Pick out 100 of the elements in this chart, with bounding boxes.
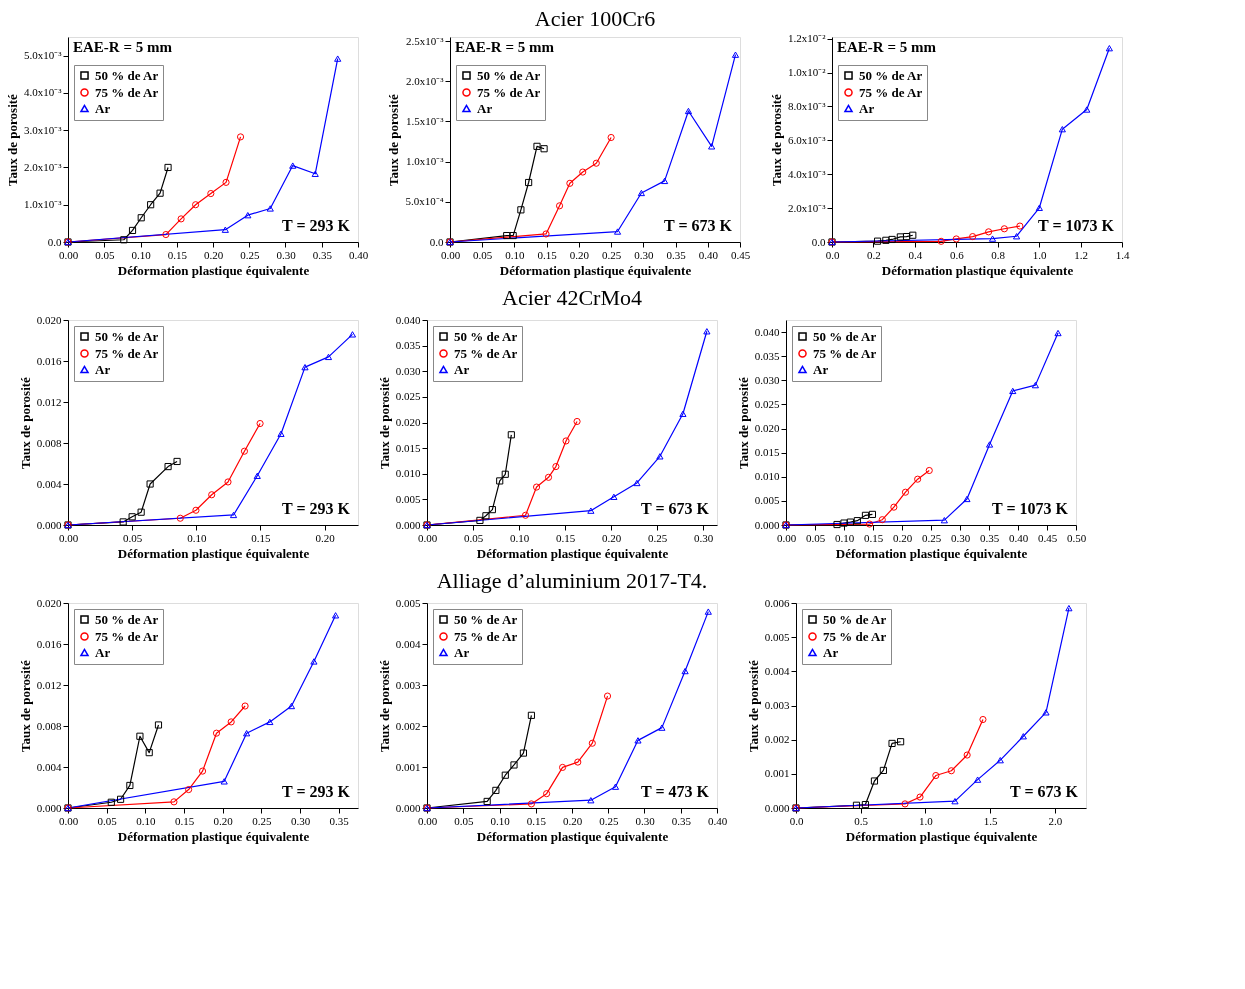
- annotation: T = 293 K: [282, 217, 351, 234]
- x-tick-label: 0.35: [979, 531, 1000, 544]
- x-tick-label: 0.35: [666, 248, 687, 261]
- point: [1000, 225, 1008, 233]
- point: [128, 513, 136, 521]
- point: [519, 749, 528, 757]
- legend-label: Ar: [859, 100, 875, 116]
- point: [611, 783, 620, 790]
- point: [527, 800, 535, 808]
- point: [901, 488, 910, 496]
- y-axis-title: Taux de porosité: [745, 659, 761, 752]
- y-tick-label: 5.0x10⁻⁴: [405, 195, 444, 208]
- point: [1035, 204, 1043, 211]
- point: [192, 201, 200, 209]
- point: [244, 211, 252, 219]
- y-tick-label: 0.002: [764, 733, 790, 746]
- y-tick-label: 0.012: [36, 395, 62, 408]
- point: [212, 729, 221, 737]
- y-tick-label: 2.0x10⁻³: [23, 160, 63, 173]
- y-tick-label: 1.0x10⁻²: [787, 66, 827, 79]
- y-axis-title: Taux de porosité: [376, 659, 392, 752]
- y-tick-label: 4.0x10⁻³: [23, 86, 63, 99]
- point: [1009, 387, 1017, 395]
- y-tick-label: 6.0x10⁻³: [787, 133, 827, 146]
- x-tick-label: 2.0: [1048, 814, 1063, 827]
- chart-title: Acier 100Cr6: [534, 6, 656, 32]
- y-tick-label: 0.010: [754, 470, 780, 483]
- x-tick-label: 0.00: [417, 814, 438, 827]
- point: [334, 55, 342, 62]
- y-tick-label: 0.020: [395, 416, 421, 428]
- point: [853, 517, 861, 525]
- x-tick-label: 0.2: [867, 248, 881, 261]
- y-tick-label: 0.040: [395, 313, 421, 326]
- y-tick-label: 1.0x10⁻³: [405, 155, 445, 168]
- x-tick-label: 0.45: [730, 248, 751, 261]
- legend-label: Ar: [454, 361, 470, 377]
- point: [128, 226, 137, 235]
- point: [136, 732, 144, 740]
- point: [126, 781, 134, 790]
- y-tick-label: 0.030: [395, 364, 421, 377]
- point: [256, 419, 264, 428]
- point: [147, 201, 155, 209]
- legend-label: 50 % de Ar: [95, 67, 159, 83]
- point: [963, 495, 971, 503]
- point: [164, 462, 172, 471]
- y-tick-label: 1.5x10⁻³: [405, 114, 445, 127]
- point: [708, 143, 716, 150]
- point: [243, 730, 251, 737]
- x-tick-label: 0.15: [537, 248, 558, 261]
- point: [521, 511, 530, 519]
- annotation: T = 673 K: [641, 500, 710, 517]
- point: [574, 758, 582, 766]
- legend-label: 75 % de Ar: [95, 84, 159, 100]
- x-tick-label: 0.15: [526, 814, 547, 827]
- point: [865, 520, 874, 528]
- x-axis-title: Déformation plastique équivalente: [117, 545, 310, 561]
- point: [510, 761, 518, 769]
- legend-label: 75 % de Ar: [454, 345, 518, 361]
- x-tick-label: 0.00: [776, 531, 797, 544]
- legend-label: 50 % de Ar: [95, 611, 159, 627]
- x-tick-label: 0.20: [315, 531, 336, 544]
- x-tick-label: 0.30: [694, 531, 714, 544]
- point: [156, 189, 164, 197]
- annotation: T = 293 K: [282, 500, 351, 517]
- legend-label: 50 % de Ar: [477, 67, 541, 83]
- point: [207, 189, 215, 198]
- point: [348, 331, 357, 338]
- point: [1054, 329, 1062, 337]
- point: [543, 790, 551, 798]
- point: [542, 230, 550, 238]
- y-tick-label: 0.005: [395, 596, 421, 609]
- point: [1012, 233, 1021, 240]
- y-tick-label: 0.025: [395, 390, 421, 403]
- chart-title: Acier 42CrMo4: [502, 285, 642, 310]
- point: [540, 145, 548, 153]
- point: [658, 724, 666, 731]
- point: [613, 228, 622, 235]
- point: [901, 800, 909, 808]
- legend-label: 50 % de Ar: [813, 328, 877, 344]
- point: [1065, 604, 1073, 612]
- point: [146, 480, 154, 488]
- point: [634, 737, 642, 744]
- y-tick-label: 0.020: [754, 422, 780, 435]
- legend-label: 75 % de Ar: [454, 628, 518, 644]
- x-tick-label: 0.45: [1037, 531, 1058, 544]
- point: [185, 785, 193, 794]
- annotation: EAE-R = 5 mm: [455, 39, 555, 55]
- x-tick-label: 0.10: [131, 248, 152, 261]
- point: [236, 133, 245, 141]
- point: [566, 179, 574, 187]
- point: [558, 763, 567, 771]
- legend-label: 75 % de Ar: [859, 84, 923, 100]
- point: [240, 447, 249, 455]
- legend-label: 50 % de Ar: [95, 328, 159, 344]
- y-tick-label: 2.0x10⁻³: [787, 201, 827, 214]
- x-tick-label: 0.6: [949, 248, 965, 261]
- y-tick-label: 0.004: [36, 760, 62, 773]
- y-tick-label: 0.030: [754, 373, 780, 386]
- x-tick-label: 0.30: [276, 248, 297, 261]
- legend-label: Ar: [823, 644, 839, 660]
